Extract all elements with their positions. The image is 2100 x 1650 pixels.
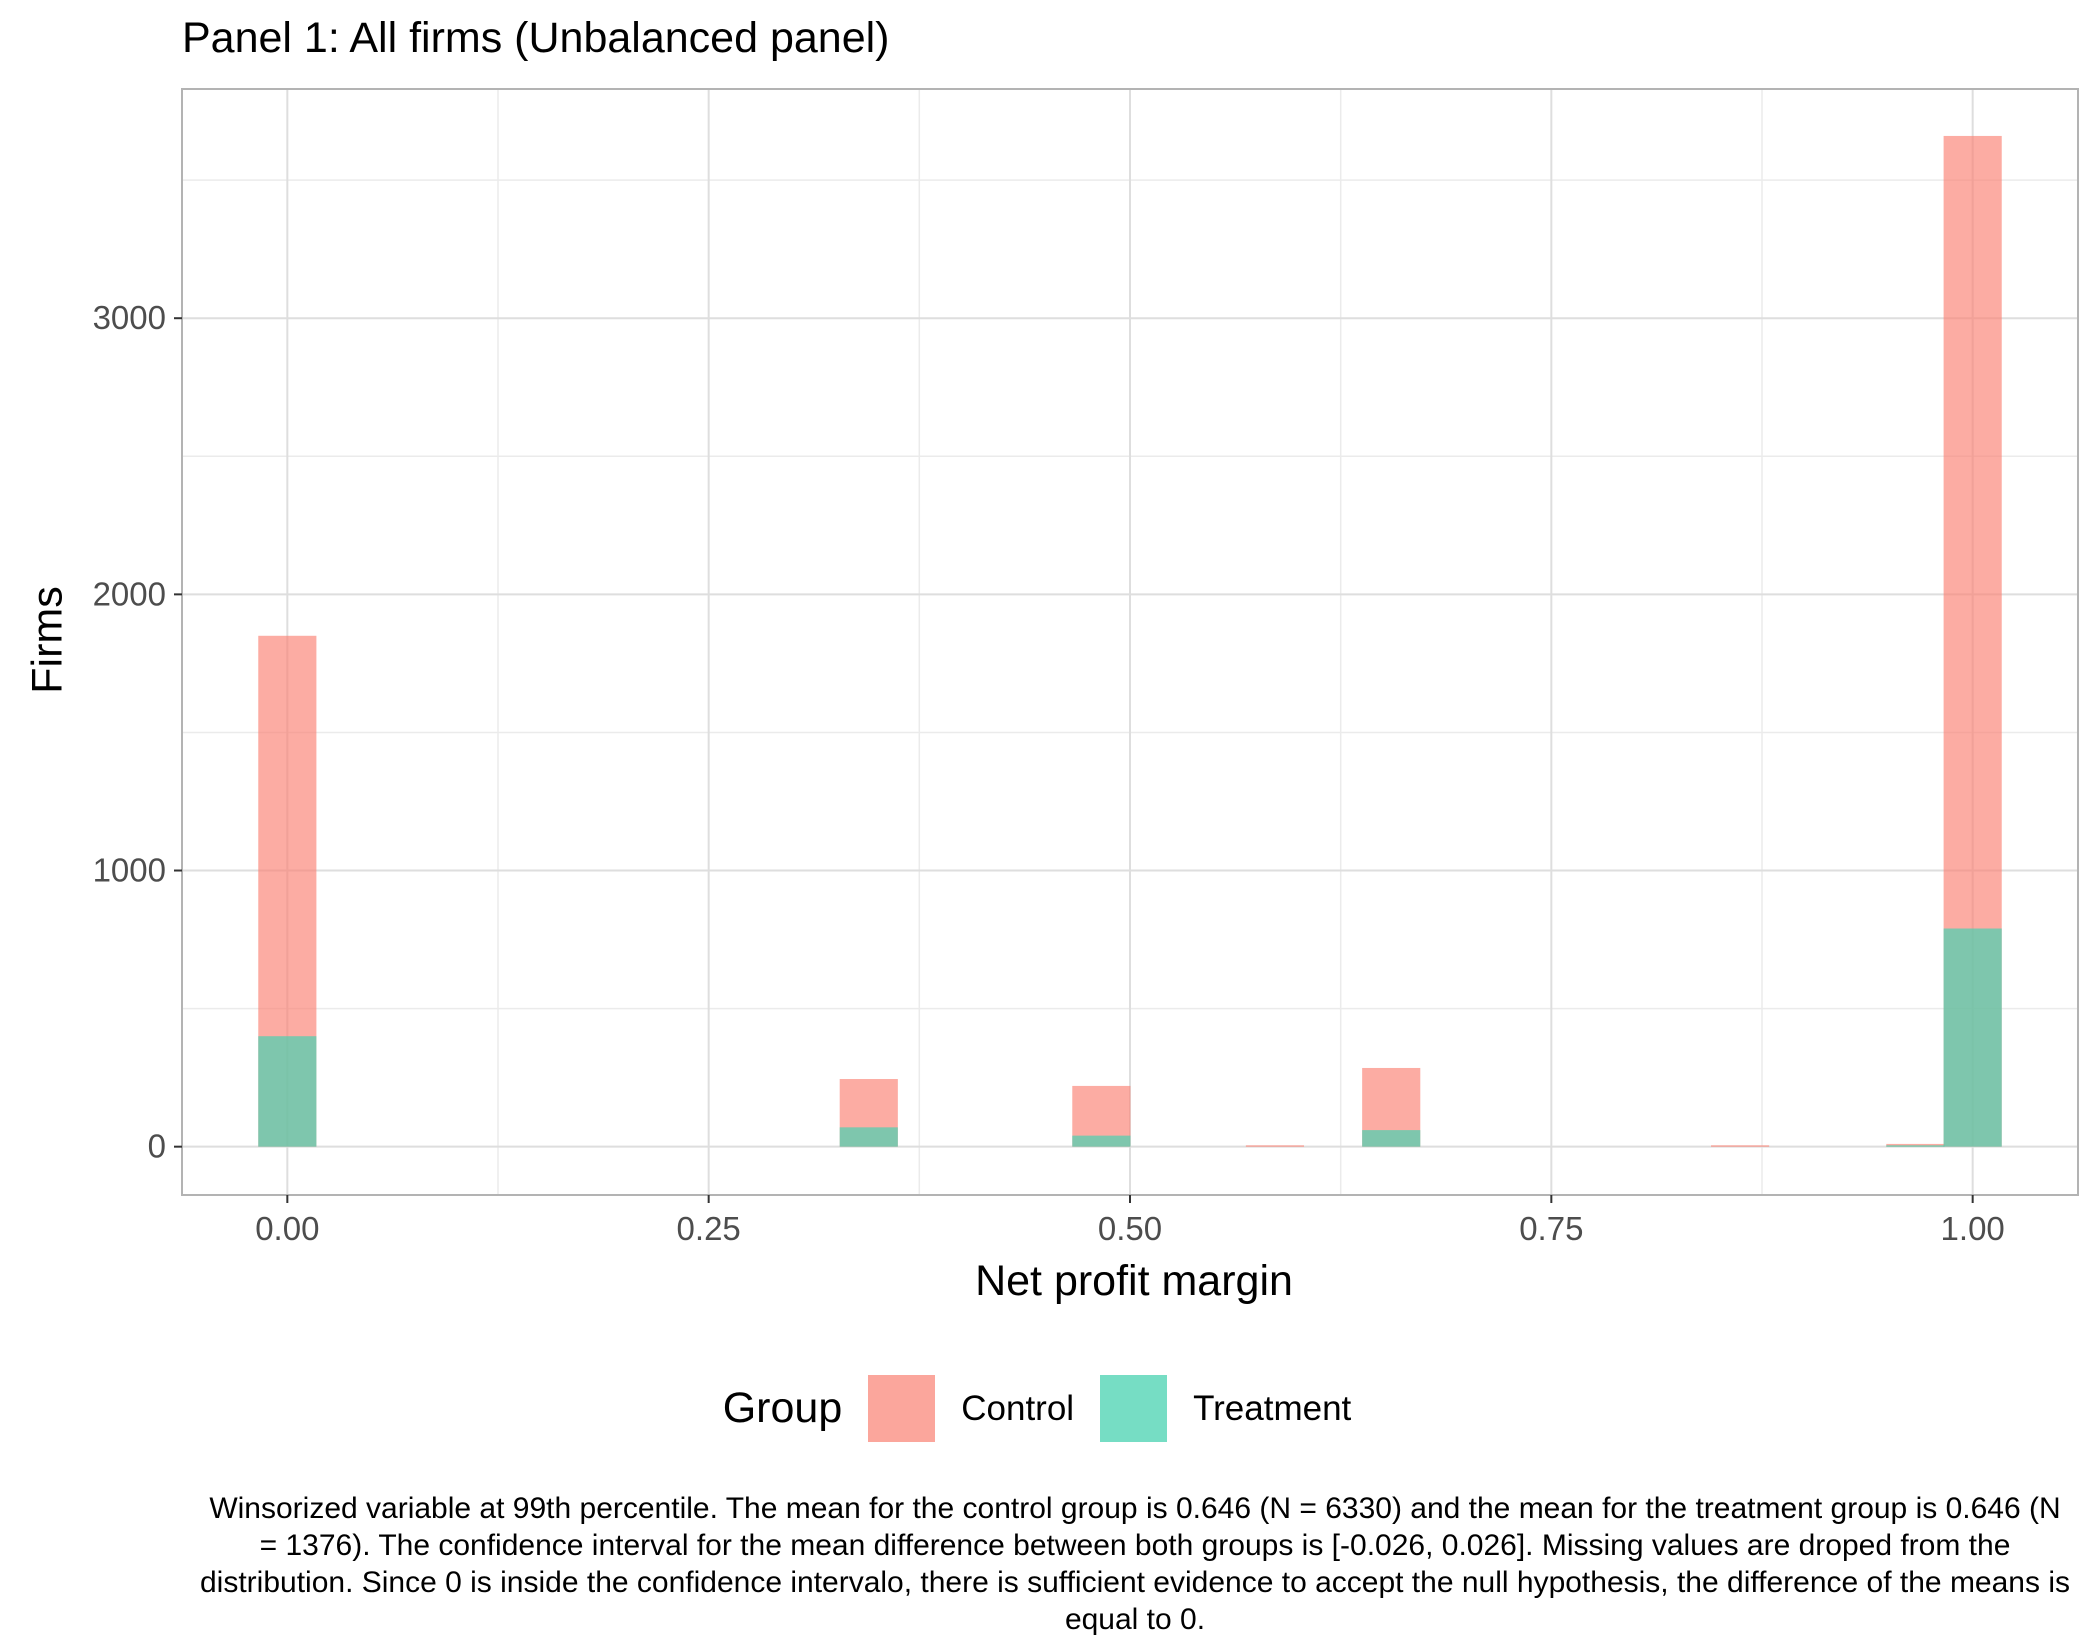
x-tick-label: 0.00	[255, 1210, 319, 1247]
bar-treatment	[1943, 928, 2002, 1147]
y-axis: 0 1000 2000 3000	[93, 299, 182, 1165]
legend-title: Group	[722, 1384, 843, 1432]
x-axis: 0.00 0.25 0.50 0.75 1.00	[255, 1195, 2005, 1247]
bar-treatment	[839, 1127, 898, 1147]
legend-label-treatment: Treatment	[1193, 1388, 1352, 1428]
y-tick-label: 1000	[93, 852, 166, 889]
y-tick-label: 3000	[93, 299, 166, 336]
major-gridlines	[182, 89, 2078, 1195]
treatment-bars	[258, 928, 2002, 1147]
x-tick-label: 0.50	[1098, 1210, 1162, 1247]
bar-treatment	[1362, 1130, 1421, 1147]
chart-title: Panel 1: All firms (Unbalanced panel)	[182, 14, 890, 62]
y-tick-label: 0	[148, 1128, 166, 1165]
x-tick-label: 0.75	[1519, 1210, 1583, 1247]
legend-key-treatment	[1100, 1375, 1168, 1442]
legend: Group Control Treatment	[0, 1375, 2100, 1442]
bar-treatment	[1886, 1145, 1945, 1147]
y-tick-label: 2000	[93, 575, 166, 612]
bar-treatment	[1072, 1135, 1131, 1147]
bar-control	[1711, 1145, 1770, 1147]
x-tick-label: 0.25	[677, 1210, 741, 1247]
chart-caption: Winsorized variable at 99th percentile. …	[200, 1492, 2070, 1636]
legend-label-control: Control	[961, 1388, 1075, 1428]
y-axis-label: Firms	[23, 586, 72, 694]
bar-control	[1245, 1145, 1305, 1147]
x-axis-label: Net profit margin	[975, 1257, 1293, 1305]
x-tick-label: 1.00	[1941, 1210, 2005, 1247]
bar-treatment	[258, 1036, 317, 1147]
legend-key-control	[868, 1375, 936, 1442]
